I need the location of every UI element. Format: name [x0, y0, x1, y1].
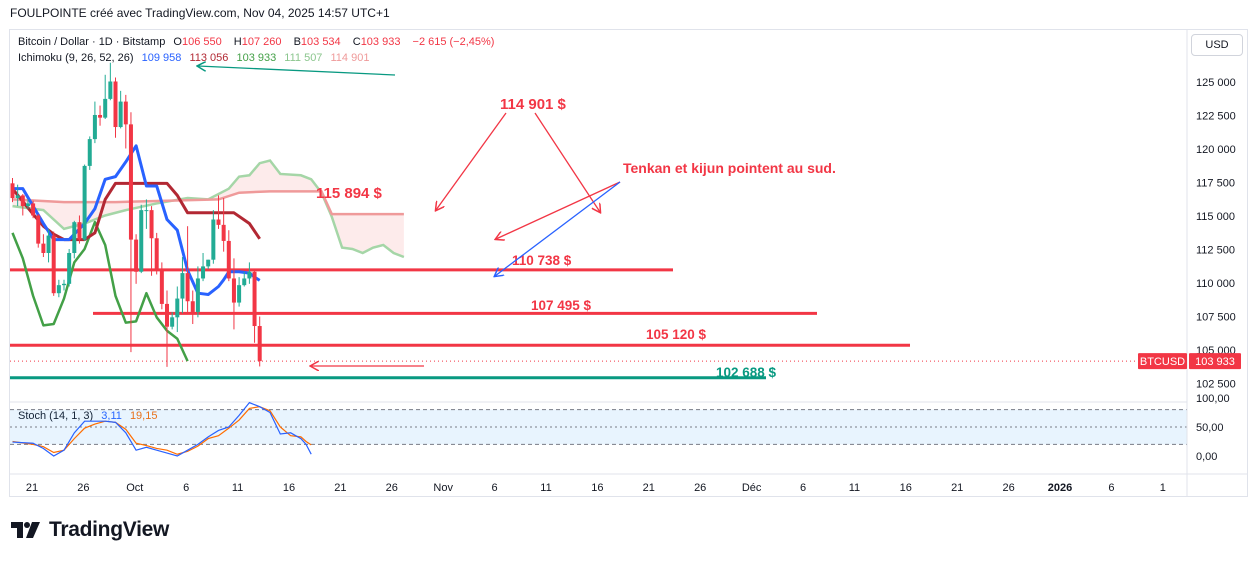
ichi-kijun-value: 113 056	[189, 52, 229, 64]
stoch-k-value: 3,11	[101, 410, 122, 422]
ichi-tenkan-value: 109 958	[141, 52, 182, 64]
close-label: C	[352, 36, 361, 48]
symbol-title[interactable]: Bitcoin / Dollar · 1D · Bitstamp	[18, 36, 166, 48]
low-label: B	[293, 36, 301, 48]
chart-frame	[9, 29, 1248, 497]
logo-text: TradingView	[49, 518, 170, 541]
high-value: 107 260	[241, 36, 282, 48]
stoch-legend: Stoch (14, 1, 3) 3,11 19,15	[18, 410, 162, 422]
ichimoku-label[interactable]: Ichimoku (9, 26, 52, 26)	[18, 52, 134, 64]
ichi-spanA-value: 111 507	[284, 52, 323, 64]
stoch-label[interactable]: Stoch (14, 1, 3)	[18, 410, 94, 422]
ichi-spanB-value: 114 901	[330, 52, 370, 64]
ichimoku-legend: Ichimoku (9, 26, 52, 26) 109 958 113 056…	[18, 52, 374, 64]
ichi-chikou-value: 103 933	[236, 52, 277, 64]
symbol-legend: Bitcoin / Dollar · 1D · Bitstamp O106 55…	[18, 36, 499, 48]
close-value: 103 933	[360, 36, 401, 48]
stoch-d-value: 19,15	[129, 410, 158, 422]
high-label: H	[233, 36, 242, 48]
change-value: −2 615 (−2,45%)	[412, 36, 495, 48]
tradingview-logo-icon	[11, 522, 40, 538]
tradingview-logo[interactable]: TradingView	[11, 518, 169, 542]
header-caption: FOULPOINTE créé avec TradingView.com, No…	[10, 6, 390, 20]
open-label: O	[173, 36, 182, 48]
currency-button[interactable]: USD	[1191, 34, 1243, 56]
low-value: 103 534	[300, 36, 341, 48]
open-value: 106 550	[181, 36, 222, 48]
